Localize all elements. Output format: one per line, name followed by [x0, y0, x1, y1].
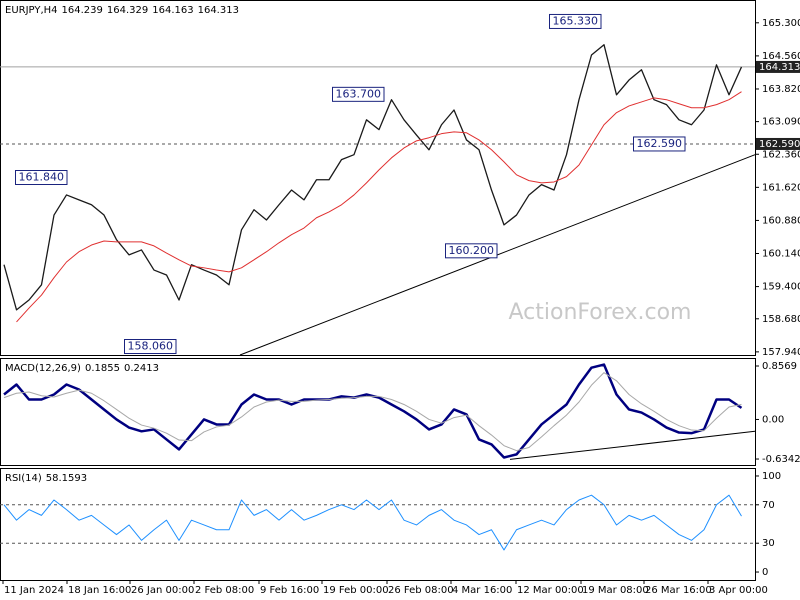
x-tick-label: 3 Apr 00:00 [709, 585, 768, 596]
y-tick-label: 162.360 [762, 149, 800, 160]
y-tick-label: 163.820 [762, 84, 800, 95]
price-label-box [445, 243, 498, 259]
panel-frame [0, 468, 756, 581]
indicator-title: RSI(14) [5, 473, 42, 484]
y-tick-label: 70 [762, 500, 775, 511]
x-tick-label: 4 Mar 16:00 [452, 585, 512, 596]
x-tick-label: 26 Feb 08:00 [388, 585, 454, 596]
series-line [3, 44, 743, 311]
axis-price-label: 164.313 [759, 62, 800, 73]
axis-price-label: 162.590 [759, 139, 800, 150]
axis-price-box [756, 60, 800, 73]
panel-header: RSI(14) 58.1593 [5, 473, 87, 484]
axis-price-box [756, 137, 800, 150]
x-tick-label: 18 Jan 16:00 [68, 585, 131, 596]
header-value: 164.313 [198, 5, 239, 16]
price-label-box [124, 339, 177, 355]
price-label-box [633, 136, 686, 152]
x-tick-label: 11 Jan 2024 [4, 585, 64, 596]
trendline [509, 430, 756, 460]
y-tick-label: -0.6342 [762, 454, 800, 465]
header-value: 164.239 [62, 5, 103, 16]
y-tick-label: 160.880 [762, 215, 800, 226]
header-value: 164.163 [152, 5, 193, 16]
price-label: 158.060 [128, 340, 174, 353]
price-label-box [332, 86, 385, 102]
panel-frame [0, 0, 756, 356]
price-label: 162.590 [637, 137, 683, 150]
price-label-box [15, 170, 68, 185]
series-line [3, 494, 742, 551]
x-tick-label: 26 Mar 16:00 [645, 585, 712, 596]
y-tick-label: 164.560 [762, 51, 800, 62]
header-value: 164.329 [107, 5, 148, 16]
price-label-box [549, 13, 602, 29]
x-tick-label: 19 Mar 08:00 [582, 585, 649, 596]
header-value: 0.1855 [85, 363, 120, 374]
panel-header: MACD(12,26,9) 0.1855 0.2413 [5, 363, 159, 374]
x-tick-label: 12 Mar 00:00 [517, 585, 584, 596]
series-line [3, 372, 742, 452]
indicator-title: EURJPY,H4 [5, 5, 58, 16]
y-tick-label: 157.940 [762, 347, 800, 358]
series-line [16, 91, 742, 323]
y-tick-label: 159.400 [762, 282, 800, 293]
y-tick-label: 160.140 [762, 249, 800, 260]
y-tick-label: 30 [762, 538, 775, 549]
y-tick-label: 163.090 [762, 117, 800, 128]
x-tick-label: 26 Jan 00:00 [131, 585, 194, 596]
price-label: 163.700 [336, 87, 382, 100]
y-tick-label: 0.00 [762, 414, 784, 425]
panel-header: EURJPY,H4 164.239 164.329 164.163 164.313 [5, 5, 239, 16]
indicator-title: MACD(12,26,9) [5, 363, 81, 374]
x-tick-label: 19 Feb 00:00 [323, 585, 389, 596]
price-label: 165.330 [553, 14, 599, 27]
y-tick-label: 100 [762, 471, 781, 482]
price-label: 161.840 [19, 171, 65, 184]
y-tick-label: 161.620 [762, 182, 800, 193]
watermark: ActionForex.com [509, 300, 692, 325]
y-tick-label: 158.680 [762, 314, 800, 325]
y-tick-label: 0.8569 [762, 361, 797, 372]
price-label: 160.200 [449, 244, 495, 257]
header-value: 0.2413 [124, 363, 159, 374]
y-tick-label: 165.300 [762, 18, 800, 29]
x-tick-label: 9 Feb 16:00 [260, 585, 319, 596]
y-tick-label: 0 [762, 567, 768, 578]
panel-frame [0, 358, 756, 466]
header-value: 58.1593 [46, 473, 87, 484]
x-tick-label: 2 Feb 08:00 [195, 585, 254, 596]
